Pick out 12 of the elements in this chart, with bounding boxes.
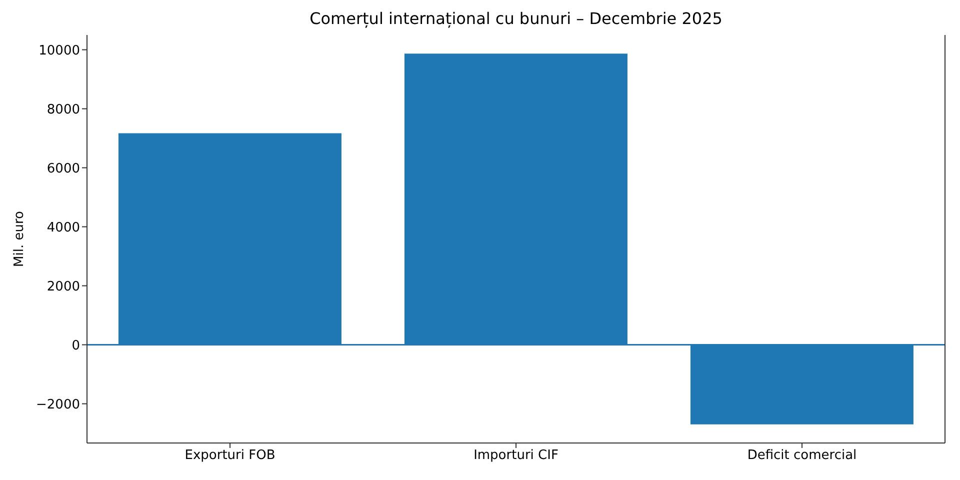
x-tick-label: Importuri CIF [474, 448, 558, 464]
y-tick-label: 6000 [46, 161, 80, 176]
y-axis-title: Mil. euro [12, 210, 27, 267]
y-tick-label: 10000 [38, 43, 80, 58]
y-tick-label: −2000 [36, 397, 80, 412]
y-tick-label: 0 [72, 338, 80, 354]
x-tick-label: Exporturi FOB [184, 448, 276, 464]
y-tick-label: 8000 [46, 102, 80, 118]
chart-title: Comerțul internațional cu bunuri – Decembrie 2025 [308, 9, 724, 29]
x-tick-label: Deficit comercial [747, 448, 857, 464]
y-tick-label: 2000 [46, 279, 80, 294]
y-tick-label: 4000 [46, 220, 80, 236]
